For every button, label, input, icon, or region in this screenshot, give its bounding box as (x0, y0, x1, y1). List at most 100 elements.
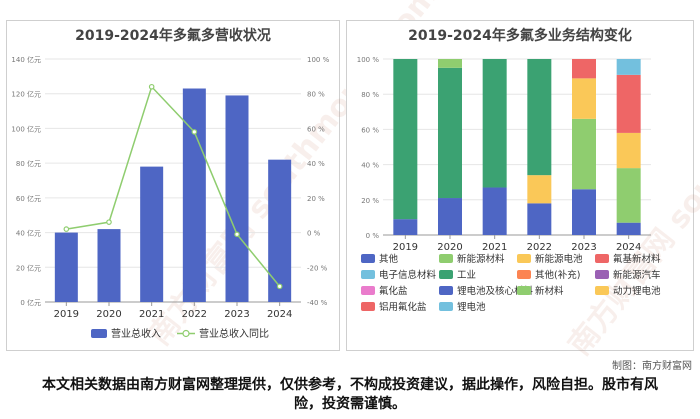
stack-segment (482, 59, 507, 188)
yoy-point (148, 83, 155, 90)
legend-label: 其他(补充) (535, 269, 580, 281)
stack-segment (438, 59, 462, 68)
legend-swatch (595, 254, 609, 263)
x-tick-label: 2019 (54, 309, 79, 320)
stack-segment (616, 74, 641, 133)
stack-segment (572, 78, 596, 119)
legend-swatch (439, 286, 453, 295)
business-structure-chart-title: 2019-2024年多氟多业务结构变化 (408, 28, 632, 44)
y-left-tick-label: 40 亿元 (16, 229, 41, 238)
legend-swatch (361, 254, 375, 263)
revenue-chart-panel: 2019-2024年多氟多营收状况 南方财富网 southmoney.com 0… (6, 0, 445, 352)
y-tick-label: 60 % (361, 126, 379, 134)
x-tick-label: 2021 (139, 309, 164, 320)
business-structure-chart-panel: 2019-2024年多氟多业务结构变化 南方财富网 southmoney.com… (346, 0, 700, 362)
legend-label: 新能源汽车 (613, 269, 661, 281)
stack-segment (438, 198, 462, 235)
yoy-point (234, 231, 240, 238)
legend-label: 新能源电池 (535, 253, 583, 265)
y-left-tick-label: 100 亿元 (11, 124, 41, 133)
stack-segment (616, 132, 641, 169)
stack-segment (527, 175, 552, 204)
legend-label: 氟化盐 (379, 285, 408, 297)
revenue-bar (268, 159, 292, 302)
y-tick-label: 40 % (361, 162, 379, 170)
revenue-bar (97, 229, 121, 302)
stack-segment (616, 59, 641, 75)
legend-label: 电子信息材料 (379, 269, 437, 281)
x-tick-label: 2022 (182, 309, 207, 320)
legend-swatch (361, 270, 375, 279)
y-tick-label: 20 % (361, 197, 379, 205)
legend-swatch (361, 286, 375, 295)
y-right-tick-label: 40 % (307, 160, 325, 168)
legend-swatch (517, 286, 531, 295)
y-left-tick-label: 20 亿元 (16, 263, 41, 272)
stack-segment (572, 189, 596, 235)
legend-swatch (439, 254, 453, 263)
x-tick-label: 2020 (437, 242, 462, 253)
legend-label-revenue: 营业总收入 (111, 327, 161, 340)
legend-swatch (517, 270, 531, 279)
x-tick-label: 2024 (616, 242, 641, 253)
disclaimer-text: 本文相关数据由南方财富网整理提供，仅供参考，不构成投资建议，据此操作，风险自担。… (42, 377, 658, 412)
y-right-tick-label: 20 % (307, 195, 325, 203)
legend-swatch (361, 302, 375, 311)
revenue-bar (54, 232, 78, 302)
x-tick-label: 2022 (527, 242, 552, 253)
stack-segment (438, 67, 462, 199)
legend-label: 工业 (457, 270, 476, 281)
legend-label: 新材料 (535, 285, 564, 297)
y-tick-label: 80 % (361, 91, 379, 99)
y-left-tick-label: 60 亿元 (16, 194, 41, 203)
y-right-tick-label: -20 % (307, 264, 328, 272)
x-tick-label: 2024 (267, 309, 292, 320)
y-left-tick-label: 80 亿元 (16, 159, 41, 168)
stack-segment (527, 59, 552, 176)
legend-swatch (439, 302, 453, 311)
yoy-point (191, 129, 198, 135)
y-right-tick-label: 80 % (307, 91, 325, 99)
yoy-line (66, 85, 281, 287)
y-tick-label: 0 % (366, 232, 380, 240)
legend-swatch (439, 270, 453, 279)
legend-swatch (595, 286, 609, 295)
revenue-chart-title: 2019-2024年多氟多营收状况 (75, 28, 271, 44)
stack-segment (482, 187, 507, 235)
stack-segment (527, 203, 552, 235)
x-tick-label: 2019 (393, 242, 418, 253)
legend-swatch (595, 270, 609, 279)
y-left-tick-label: 140 亿元 (11, 55, 41, 64)
y-tick-label: 100 % (357, 56, 380, 64)
legend-swatch (517, 254, 531, 263)
legend-label: 新能源材料 (457, 253, 505, 265)
stack-segment (616, 168, 641, 223)
legend-label: 氟基新材料 (613, 253, 661, 265)
legend-label-yoy: 营业总收入同比 (199, 327, 269, 340)
y-right-tick-label: 100 % (307, 56, 330, 64)
stack-segment (393, 59, 418, 220)
stack-segment (393, 219, 418, 235)
business-structure-chart-svg: 0 % 20 % 40 % 60 % 80 % 100 % 2019 2020 2021 2022… (357, 56, 661, 313)
legend-label: 锂电池及核心材料 (457, 285, 534, 297)
x-tick-label: 2021 (482, 242, 507, 253)
x-tick-label: 2020 (96, 309, 121, 320)
chart-credit: 制图：南方财富网 (612, 361, 692, 372)
y-right-tick-label: -40 % (307, 299, 328, 307)
legend-swatch-yoy-marker (182, 329, 190, 338)
revenue-bar (225, 95, 249, 302)
legend-label: 锂电池 (457, 301, 486, 313)
yoy-point (276, 283, 283, 290)
revenue-bar (140, 166, 164, 302)
x-tick-label: 2023 (224, 309, 249, 320)
stack-segment (572, 59, 596, 79)
y-right-tick-label: 0 % (307, 230, 321, 238)
revenue-chart-svg: 0 亿元 20 亿元 40 亿元 60 亿元 80 亿元 100 亿元 120 亿元 140 … (11, 55, 330, 340)
legend-swatch-revenue (91, 329, 107, 338)
revenue-bar (182, 88, 206, 302)
yoy-point (63, 226, 70, 232)
y-right-tick-label: 60 % (307, 125, 325, 133)
legend-label: 铝用氟化盐 (379, 301, 427, 313)
y-left-tick-label: 0 亿元 (20, 298, 41, 307)
x-tick-label: 2023 (571, 242, 596, 253)
